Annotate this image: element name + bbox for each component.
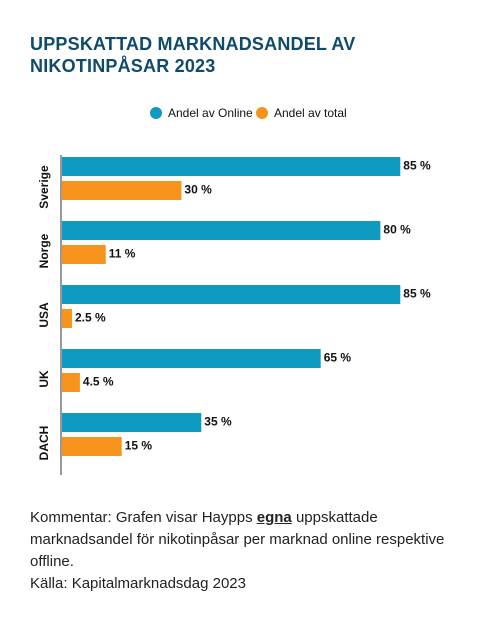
bar: [62, 181, 182, 200]
source: Källa: Kapitalmarknadsdag 2023: [30, 575, 246, 592]
data-label: 4.5 %: [83, 375, 114, 389]
y-tick-label: Sverige: [37, 165, 51, 209]
bar: [62, 309, 72, 328]
data-label: 2.5 %: [75, 311, 106, 325]
data-label: 11 %: [109, 247, 136, 261]
data-label: 85 %: [403, 159, 431, 173]
data-label: 30 %: [184, 183, 212, 197]
bar: [62, 157, 401, 176]
bar: [62, 437, 122, 456]
y-tick-label: Norge: [37, 233, 51, 268]
data-label: 85 %: [403, 287, 431, 301]
legend-swatch: [256, 107, 268, 119]
comment-text: uppskattade marknadsandel för nikotinpås…: [30, 509, 445, 570]
data-label: 35 %: [204, 415, 232, 429]
data-label: 80 %: [383, 223, 411, 237]
bar: [62, 285, 401, 304]
bar: [62, 413, 202, 432]
chart: Andel av Online Andel av total Sverige 85 %…: [37, 106, 431, 475]
chart-title: UPPSKATTAD MARKNADSANDEL AV NIKOTINPÅSAR…: [30, 34, 356, 76]
data-label: 65 %: [324, 351, 352, 365]
comment-text: Kommentar: Grafen visar Haypps: [30, 509, 257, 526]
bar: [62, 373, 80, 392]
legend-swatch: [150, 107, 162, 119]
bar: [62, 221, 381, 240]
y-tick-label: UK: [37, 370, 51, 388]
y-tick-label: DACH: [37, 426, 51, 461]
bar: [62, 349, 321, 368]
y-tick-label: USA: [37, 302, 51, 328]
bar: [62, 245, 106, 264]
legend-label: Andel av total: [274, 106, 347, 120]
comment: Kommentar: Grafen visar Haypps egna upps…: [30, 507, 450, 595]
legend-label: Andel av Online: [168, 106, 253, 120]
data-label: 15 %: [125, 439, 153, 453]
comment-emphasis: egna: [256, 509, 292, 526]
